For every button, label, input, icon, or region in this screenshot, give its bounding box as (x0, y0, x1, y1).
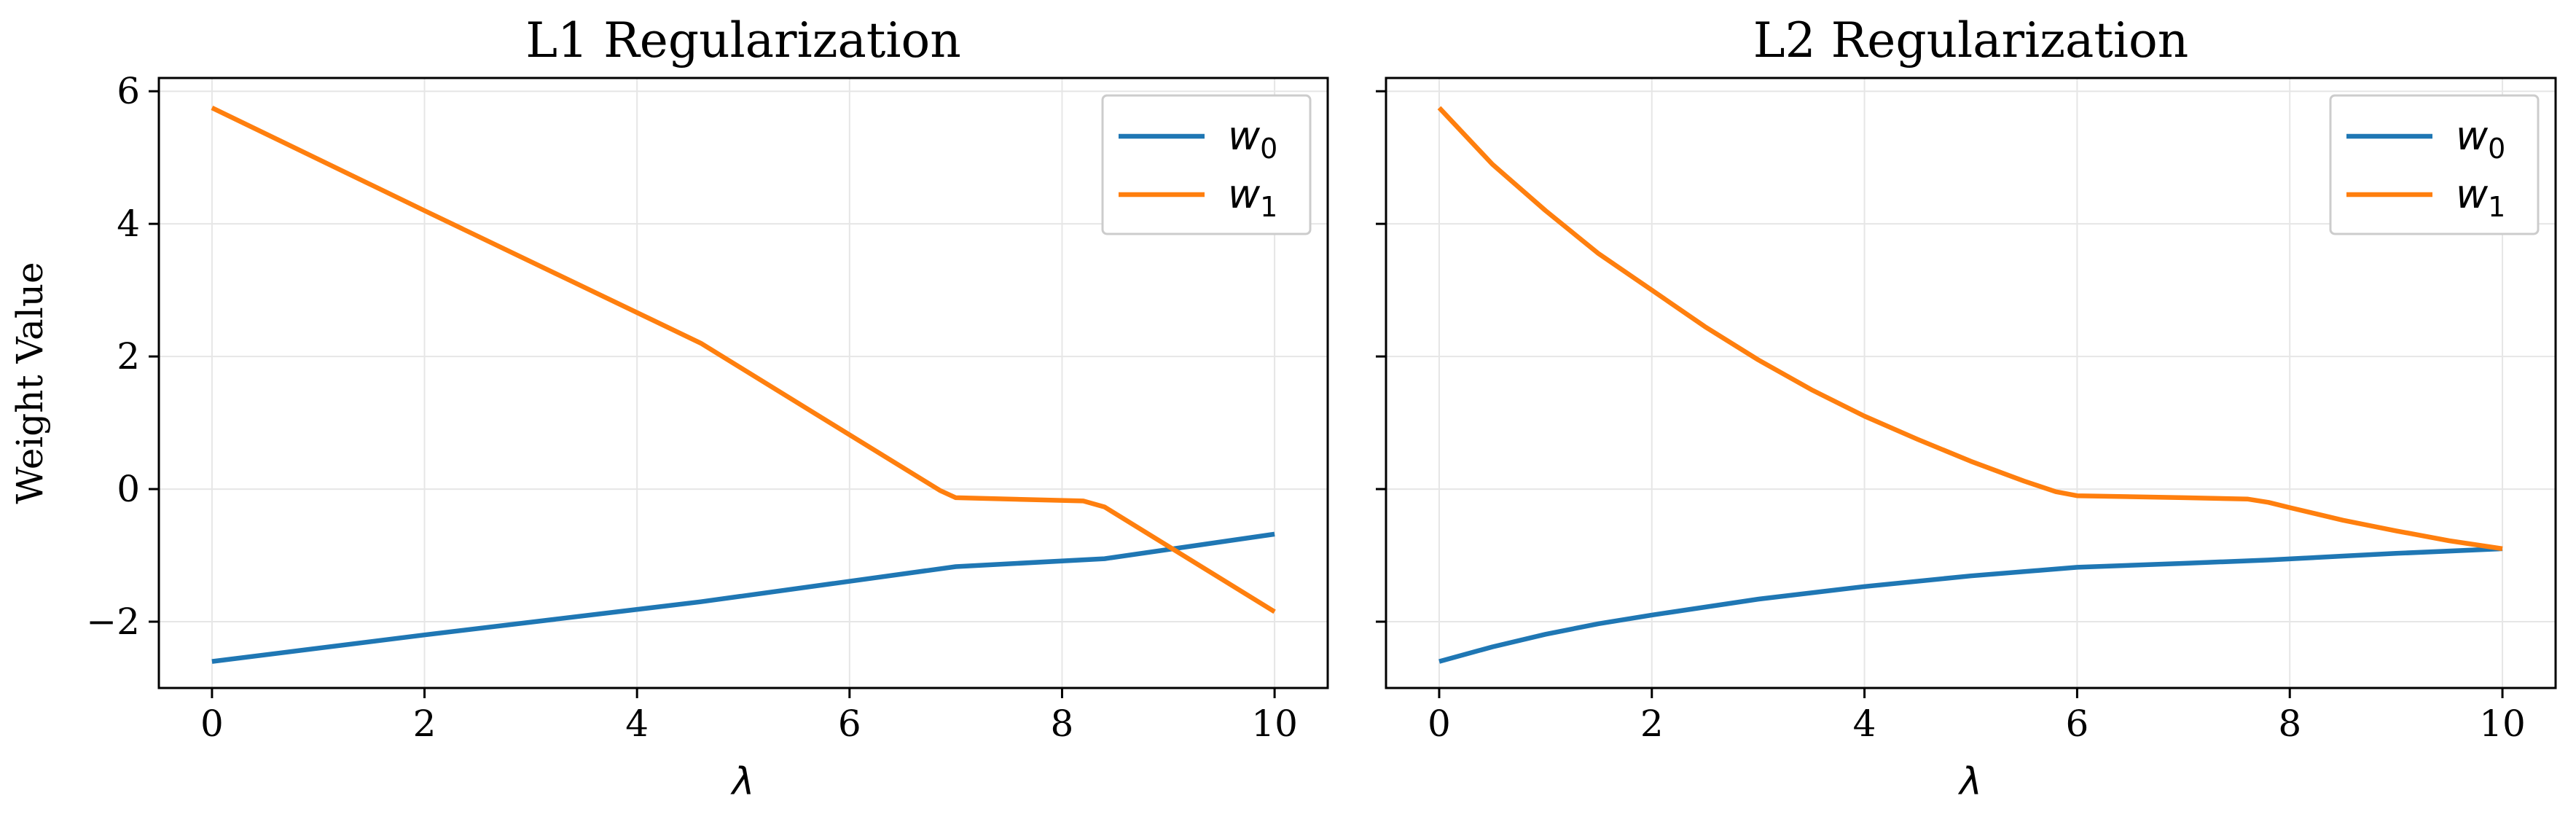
l2-legend-box (2329, 94, 2540, 235)
l1-title: L1 Regularization (525, 12, 960, 69)
l1-x-tick-label-3: 6 (838, 703, 861, 745)
l2-x-tick-label-4: 8 (2278, 703, 2301, 745)
l2-legend-label-w1: w1 (2456, 171, 2505, 223)
l2-legend-label-w0: w0 (2456, 113, 2505, 165)
l1-panel: 0 2 4 6 8 10 −2 0 2 4 6 L1 Regularization λ Weight… (9, 12, 1329, 804)
l1-x-tick-label-5: 10 (1251, 703, 1298, 745)
l1-series-layer (211, 105, 1276, 664)
l2-grid (1386, 78, 2556, 688)
l1-ticks: 0 2 4 6 8 10 −2 0 2 4 6 (86, 70, 1298, 745)
l1-series-w0-line (211, 531, 1275, 664)
l1-y-axis-label: Weight Value (9, 262, 51, 504)
l2-x-tick-label-1: 2 (1640, 703, 1664, 745)
l1-x-tick-label-1: 2 (413, 703, 436, 745)
l1-y-tick-label-4: 6 (117, 70, 140, 112)
l2-x-axis-label: λ (1957, 760, 1982, 804)
l2-x-tick-label-2: 4 (1853, 703, 1876, 745)
l1-x-tick-label-4: 8 (1051, 703, 1074, 745)
l1-x-tick-label-2: 4 (625, 703, 649, 745)
l1-series-w1-line (211, 105, 1276, 614)
l1-y-tick-label-0: −2 (86, 601, 140, 643)
l1-y-tick-label-2: 2 (117, 335, 140, 378)
l2-title: L2 Regularization (1753, 12, 2188, 69)
l2-x-tick-label-5: 10 (2479, 703, 2526, 745)
l2-series-w0-line (1438, 546, 2503, 664)
l1-legend-box (1101, 94, 1312, 235)
l2-x-tick-label-0: 0 (1428, 703, 1451, 745)
l2-series-layer (1437, 106, 2503, 664)
l1-x-axis-label: λ (730, 760, 755, 804)
l1-y-tick-label-1: 0 (117, 468, 140, 510)
l2-ticks: 0 2 4 6 8 10 (1376, 90, 2526, 745)
l1-y-tick-label-3: 4 (117, 203, 140, 245)
l2-x-tick-label-3: 6 (2066, 703, 2089, 745)
l2-axes-frame (1385, 77, 2557, 689)
l2-series-w1-line (1437, 106, 2503, 552)
l1-axes-frame (157, 77, 1329, 689)
l1-x-tick-label-0: 0 (200, 703, 224, 745)
